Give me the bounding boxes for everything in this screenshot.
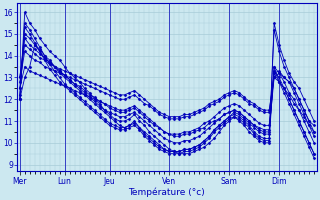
X-axis label: Température (°c): Température (°c) [129, 187, 205, 197]
